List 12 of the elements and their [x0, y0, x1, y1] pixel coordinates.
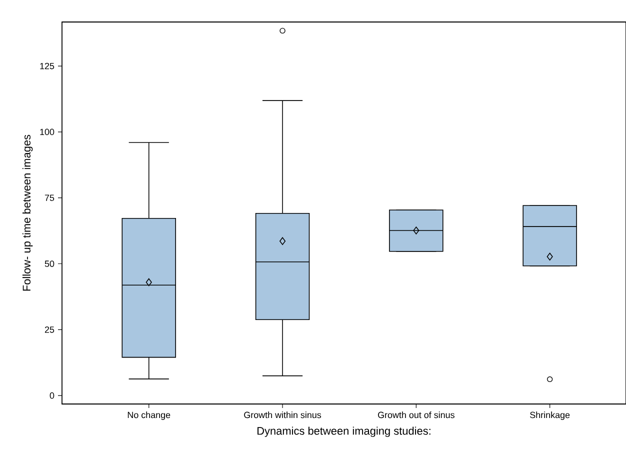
- y-tick-label: 0: [50, 392, 54, 399]
- x-axis-title: Dynamics between imaging studies:: [258, 426, 430, 437]
- x-tick-label: Shrinkage: [530, 412, 570, 420]
- x-tick-label: Growth out of sinus: [378, 412, 454, 418]
- y-tick-label: 100: [40, 128, 54, 136]
- y-axis-title: Follow- up time between images: [22, 134, 33, 291]
- x-tick-label: No change: [128, 412, 170, 420]
- y-tick-label: 25: [44, 326, 54, 333]
- y-tick-label: 75: [44, 194, 54, 201]
- y-tick-label: 50: [44, 260, 54, 267]
- y-tick-label: 125: [40, 62, 54, 70]
- x-tick-label: Growth within sinus: [244, 412, 322, 418]
